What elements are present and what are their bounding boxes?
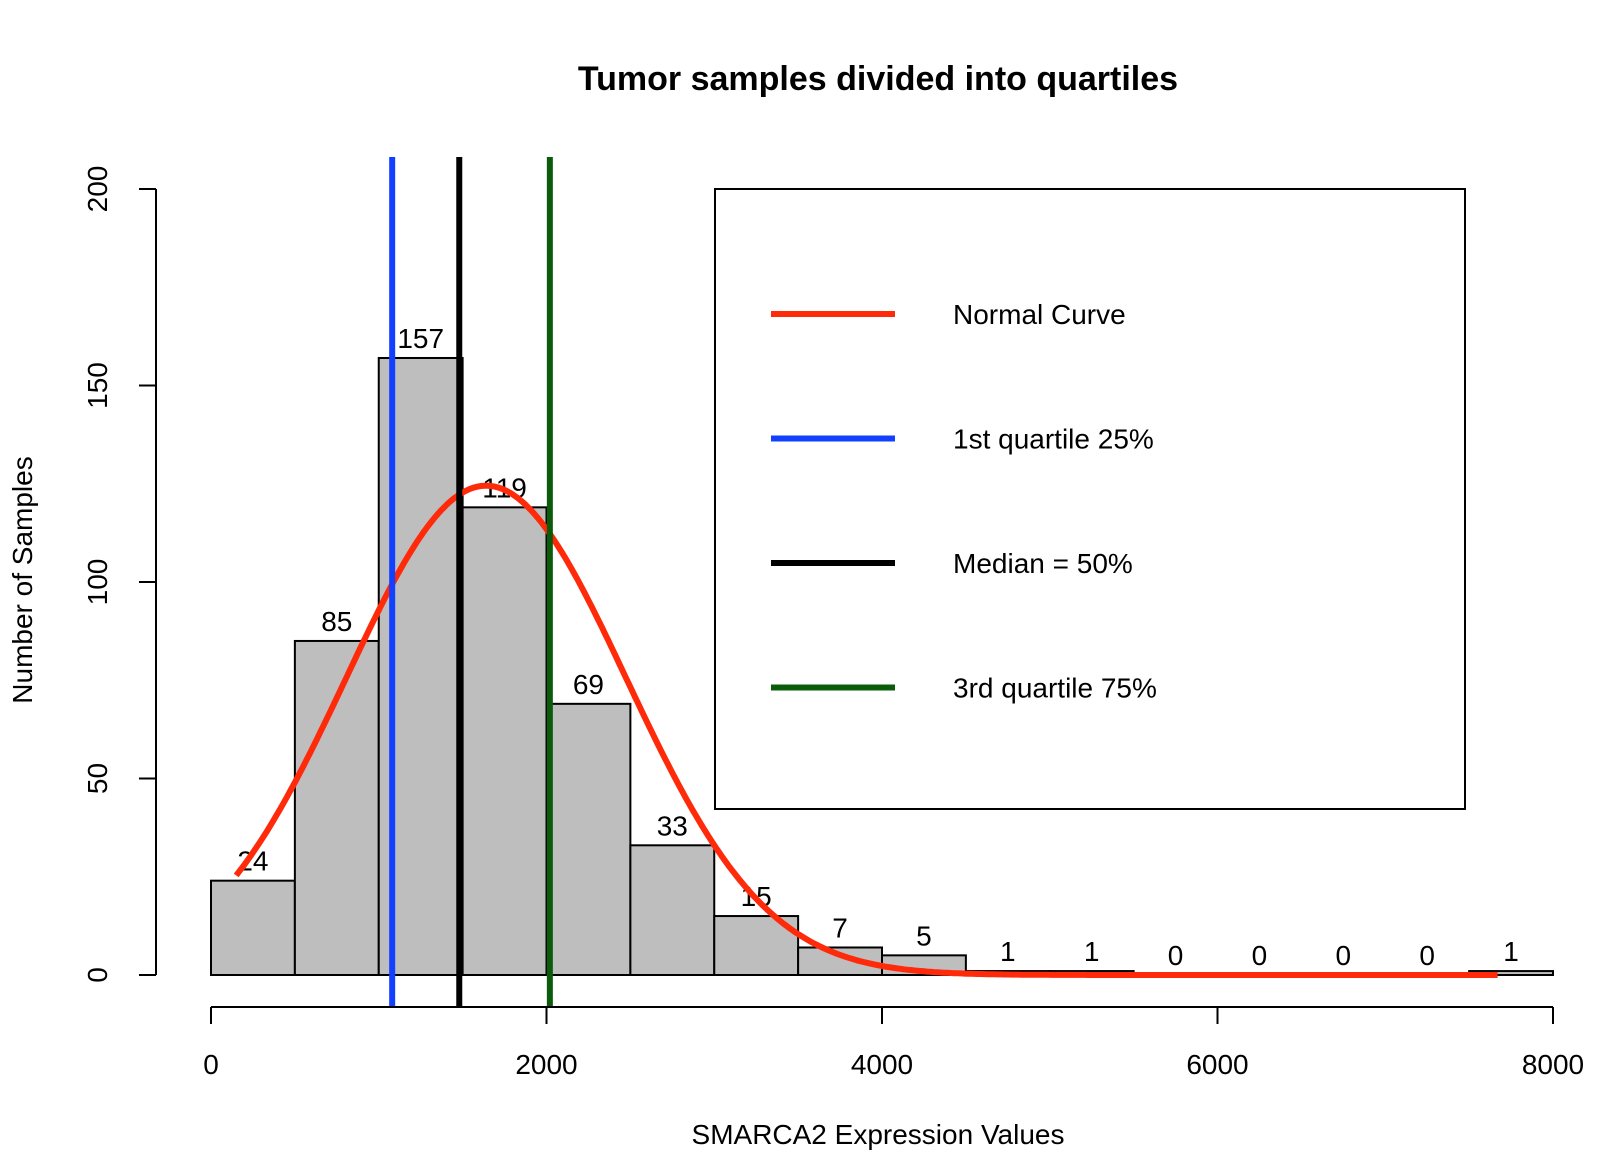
bar-count-label: 1	[1000, 936, 1016, 967]
legend-entry-label: Normal Curve	[953, 299, 1126, 330]
bar-count-label: 69	[573, 669, 604, 700]
bars-group	[210, 356, 1554, 977]
legend-entry-label: Median = 50%	[953, 548, 1133, 579]
bar-count-label: 1	[1084, 936, 1100, 967]
legend-box	[714, 188, 1466, 810]
x-tick-label: 4000	[851, 1049, 913, 1080]
x-tick-label: 6000	[1186, 1049, 1248, 1080]
bar-count-label: 157	[397, 323, 444, 354]
y-tick-label: 200	[82, 166, 113, 213]
quartile-lines-group	[389, 157, 553, 1007]
y-tick-label: 50	[82, 763, 113, 794]
bar-count-label: 33	[657, 810, 688, 841]
bar-count-label: 85	[321, 606, 352, 637]
x-axis-label: SMARCA2 Expression Values	[692, 1119, 1065, 1150]
legend-entry-label: 3rd quartile 75%	[953, 673, 1157, 704]
bar-count-label: 0	[1168, 940, 1184, 971]
x-tick-label: 2000	[515, 1049, 577, 1080]
x-tick-label: 8000	[1522, 1049, 1584, 1080]
y-axis-label: Number of Samples	[7, 456, 38, 703]
normal-curve-group	[233, 482, 1498, 978]
histogram-bar	[545, 702, 632, 977]
legend-entry-label: 1st quartile 25%	[953, 424, 1154, 455]
bar-count-label: 1	[1503, 936, 1519, 967]
bar-count-label: 0	[1419, 940, 1435, 971]
bar-count-label: 5	[916, 920, 932, 951]
histogram-bar	[629, 844, 716, 976]
y-tick-label: 150	[82, 362, 113, 409]
histogram-bar	[210, 879, 296, 976]
histogram-bar	[461, 506, 548, 976]
bar-count-label: 0	[1336, 940, 1352, 971]
chart-title: Tumor samples divided into quartiles	[578, 60, 1178, 98]
legend: Normal Curve 1st quartile 25% Median = 50%…	[714, 188, 1466, 810]
y-tick-label: 100	[82, 559, 113, 606]
x-tick-label: 0	[203, 1049, 219, 1080]
normal-curve-line	[233, 482, 1498, 978]
y-tick-label: 0	[82, 967, 113, 983]
bar-count-label: 7	[832, 912, 848, 943]
x-axis: 0 2000 4000 6000 8000	[203, 1006, 1584, 1080]
y-axis: 0 50 100 150 200	[82, 166, 157, 983]
bar-count-label: 0	[1252, 940, 1268, 971]
